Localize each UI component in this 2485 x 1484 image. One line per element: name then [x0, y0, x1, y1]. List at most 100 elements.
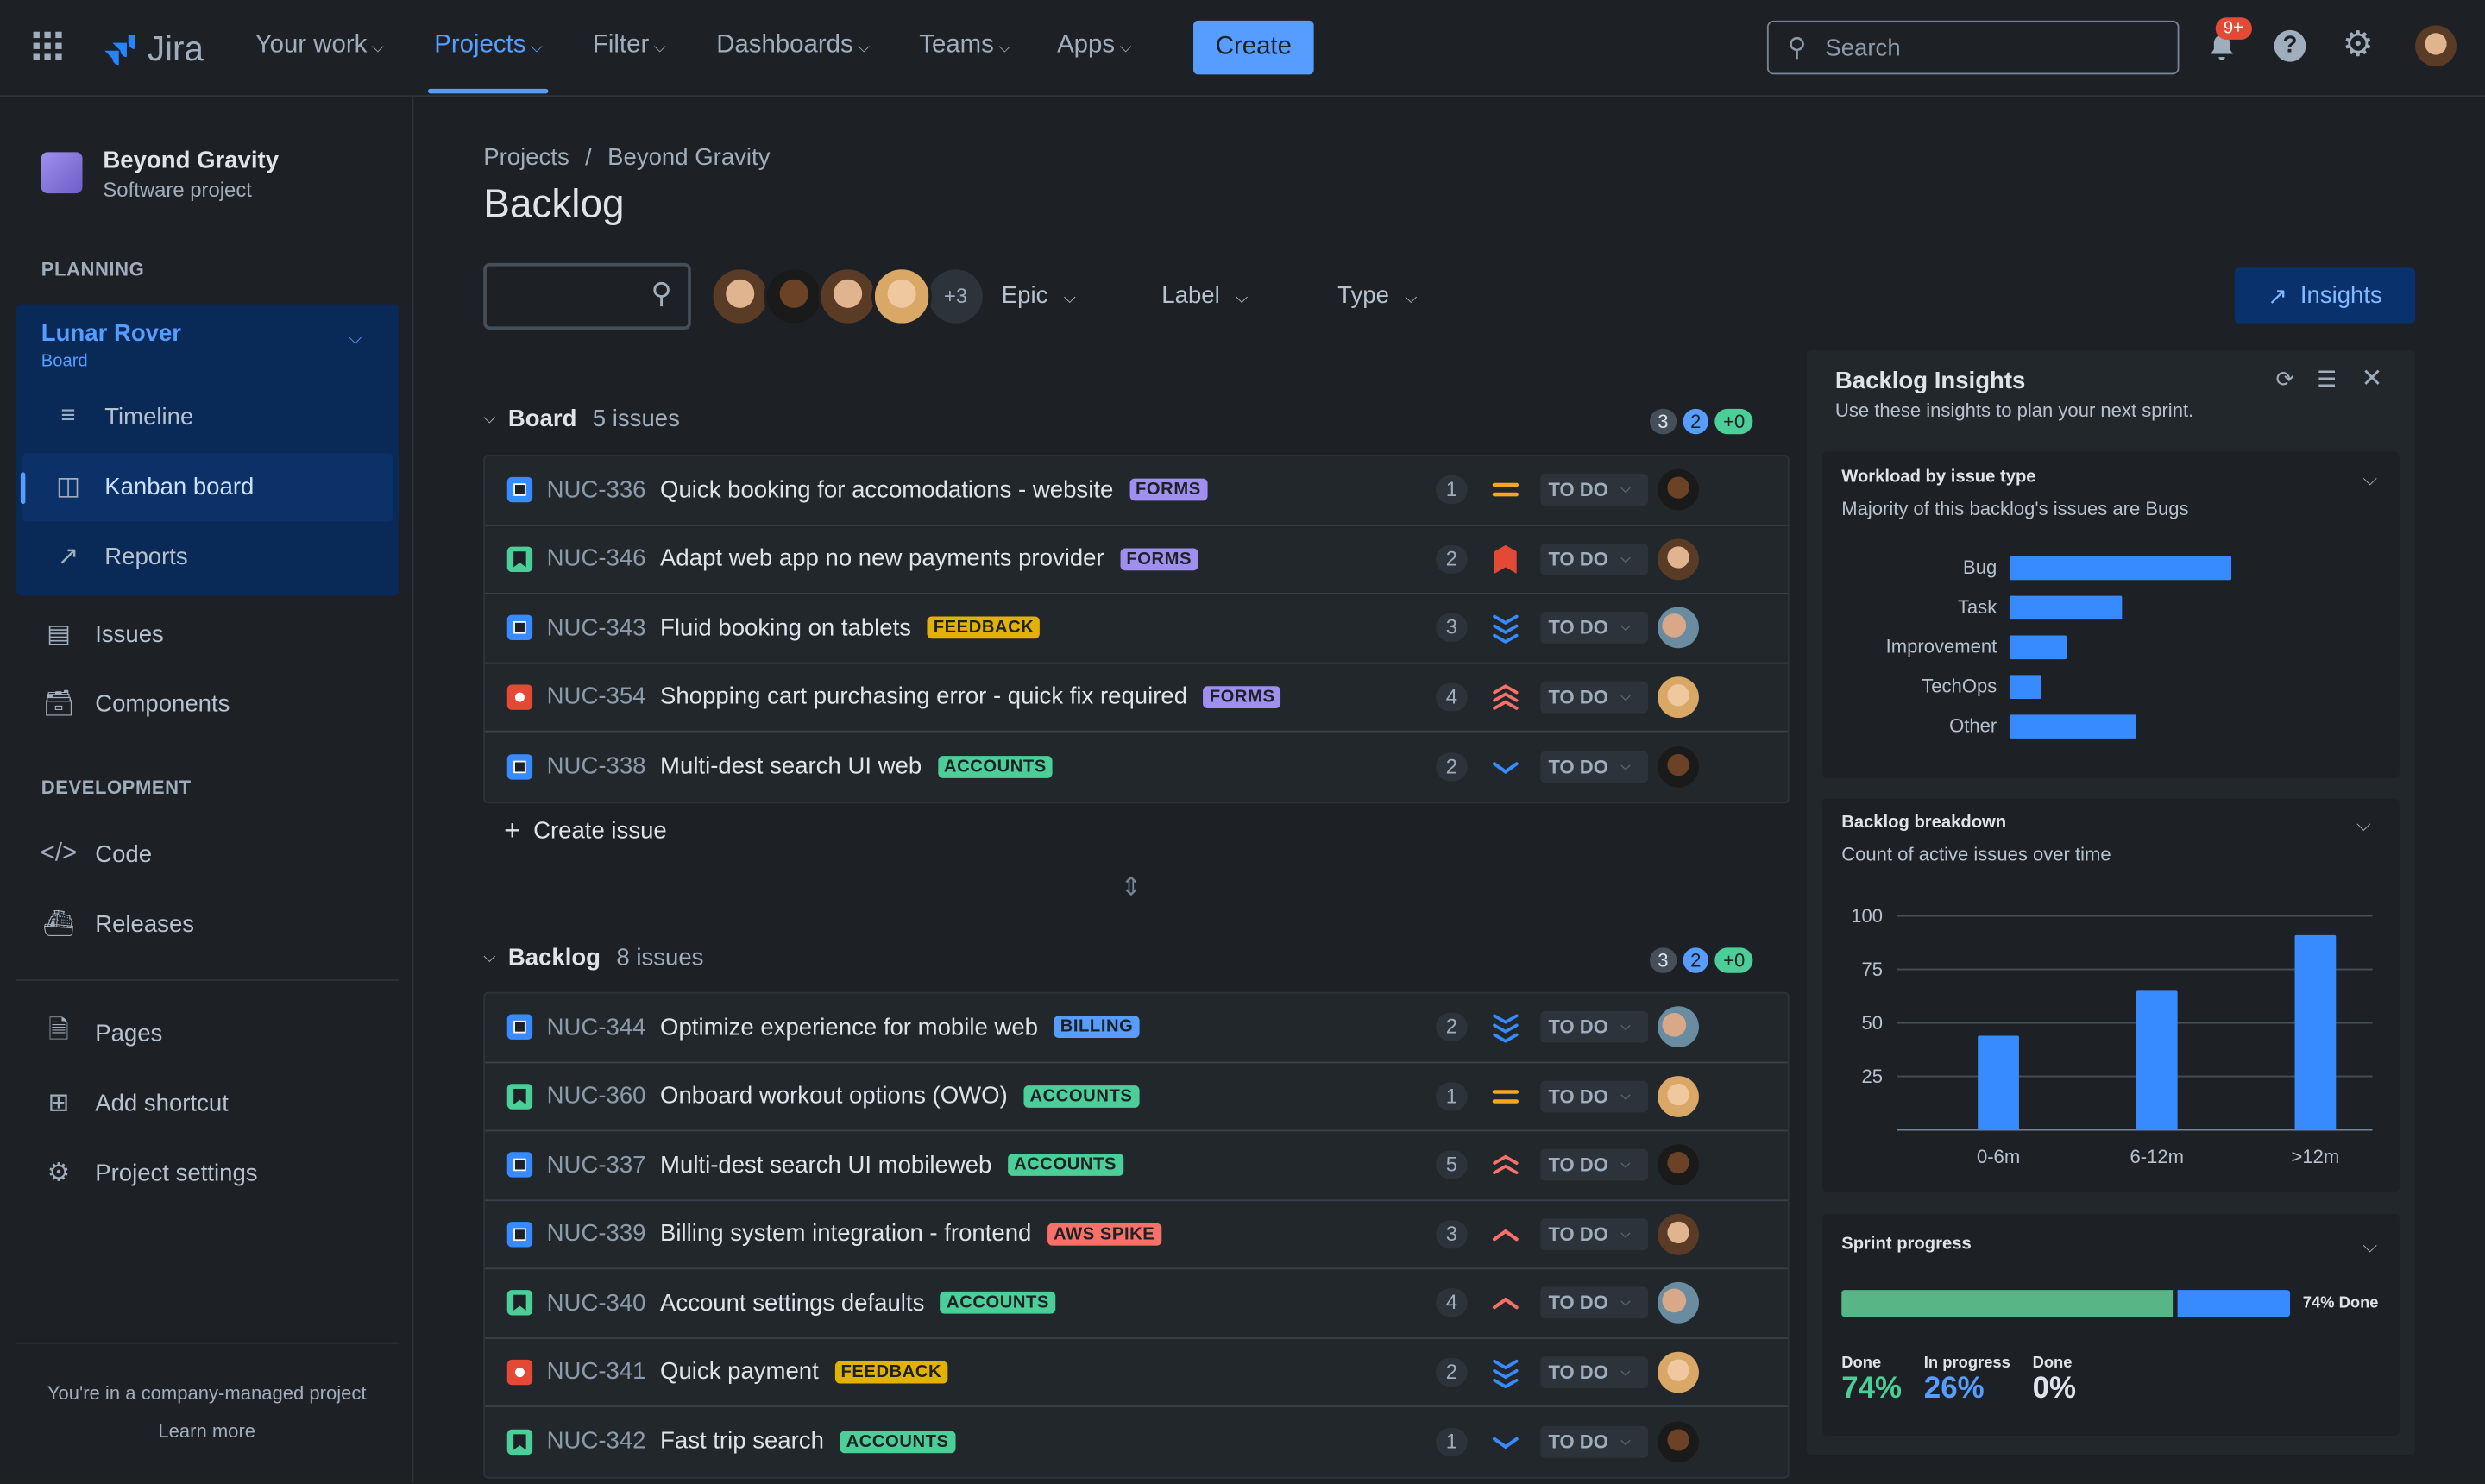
resize-handle-icon[interactable]: ⇕ — [1120, 874, 1142, 902]
issue-label-tag[interactable]: ACCOUNTS — [840, 1431, 955, 1453]
story-points[interactable]: 1 — [1436, 1082, 1468, 1111]
assignee-avatar[interactable] — [1658, 1075, 1699, 1117]
assignee-avatar[interactable] — [1658, 676, 1699, 718]
issue-title[interactable]: Adapt web app no new payments provider — [660, 545, 1104, 573]
assignee-avatar[interactable] — [1658, 1213, 1699, 1255]
issue-row[interactable]: NUC-341 Quick payment FEEDBACK 2 TO DO ⌵ — [485, 1338, 1788, 1407]
issue-title[interactable]: Shopping cart purchasing error - quick f… — [660, 683, 1188, 711]
issue-key[interactable]: NUC-339 — [546, 1220, 646, 1248]
story-points[interactable]: 2 — [1436, 1357, 1468, 1387]
status-dropdown[interactable]: TO DO ⌵ — [1540, 681, 1649, 714]
settings-gear-icon[interactable]: ⚙ — [2342, 23, 2374, 64]
issue-title[interactable]: Optimize experience for mobile web — [660, 1014, 1039, 1041]
issue-row[interactable]: NUC-340 Account settings defaults ACCOUN… — [485, 1269, 1788, 1339]
workload-bar-improvement[interactable] — [2009, 635, 2067, 660]
refresh-icon[interactable]: ⟳ — [2275, 366, 2295, 392]
nav-your-work[interactable]: Your work ⌵ — [255, 31, 384, 59]
issue-title[interactable]: Billing system integration - frontend — [660, 1220, 1032, 1248]
issue-key[interactable]: NUC-340 — [546, 1289, 646, 1317]
assignee-avatar[interactable] — [1658, 1144, 1699, 1186]
avatar[interactable] — [709, 266, 771, 327]
story-points[interactable]: 2 — [1436, 751, 1468, 782]
chevron-down-icon[interactable]: ⌵ — [349, 330, 362, 349]
priority-high-icon[interactable] — [1489, 1287, 1521, 1319]
issue-row[interactable]: NUC-337 Multi-dest search UI mobileweb A… — [485, 1131, 1788, 1201]
type-filter[interactable]: Type ⌵ — [1337, 281, 1418, 310]
project-name[interactable]: Beyond Gravity — [103, 147, 280, 175]
insights-button[interactable]: ↗ Insights — [2234, 267, 2416, 324]
issue-row[interactable]: NUC-339 Billing system integration - fro… — [485, 1200, 1788, 1270]
board-name[interactable]: Lunar Rover — [41, 320, 182, 348]
issue-title[interactable]: Onboard workout options (OWO) — [660, 1082, 1008, 1110]
chevron-down-icon[interactable]: ⌵ — [2362, 1234, 2378, 1257]
workload-bar-other[interactable] — [2009, 714, 2136, 739]
story-points[interactable]: 3 — [1436, 1219, 1468, 1248]
assignee-avatar[interactable] — [1658, 1421, 1699, 1462]
create-button[interactable]: Create — [1193, 20, 1314, 75]
assignee-avatar[interactable] — [1658, 469, 1699, 511]
workload-bar-task[interactable] — [2009, 595, 2123, 620]
story-points[interactable]: 3 — [1436, 613, 1468, 643]
story-points[interactable]: 1 — [1436, 1427, 1468, 1456]
status-dropdown[interactable]: TO DO ⌵ — [1540, 1217, 1649, 1250]
issue-label-tag[interactable]: ACCOUNTS — [937, 755, 1054, 778]
avatar[interactable] — [764, 266, 825, 327]
jira-logo[interactable]: Jira — [103, 28, 204, 70]
status-dropdown[interactable]: TO DO ⌵ — [1540, 474, 1649, 506]
more-avatars[interactable]: +3 — [925, 266, 986, 327]
priority-low-icon[interactable] — [1489, 751, 1521, 783]
status-dropdown[interactable]: TO DO ⌵ — [1540, 543, 1649, 575]
sidebar-item-reports[interactable]: ↗ Reports — [51, 538, 188, 573]
story-points[interactable]: 2 — [1436, 1013, 1468, 1042]
label-filter[interactable]: Label ⌵ — [1161, 281, 1249, 310]
settings-sliders-icon[interactable]: ☰ — [2317, 366, 2337, 392]
issue-label-tag[interactable]: ACCOUNTS — [940, 1292, 1056, 1315]
issue-label-tag[interactable]: ACCOUNTS — [1007, 1154, 1123, 1177]
status-dropdown[interactable]: TO DO ⌵ — [1540, 612, 1649, 645]
nav-apps[interactable]: Apps ⌵ — [1057, 31, 1132, 59]
priority-low-icon[interactable] — [1489, 1426, 1521, 1458]
assignee-avatar[interactable] — [1658, 538, 1699, 580]
issue-title[interactable]: Fast trip search — [660, 1428, 824, 1456]
story-points[interactable]: 2 — [1436, 544, 1468, 574]
avatar[interactable] — [871, 266, 932, 327]
sidebar-item-code[interactable]: </> Code — [41, 837, 152, 871]
issue-row[interactable]: NUC-354 Shopping cart purchasing error -… — [485, 663, 1788, 733]
chevron-down-icon[interactable]: ⌵ — [2356, 813, 2371, 835]
sidebar-item-kanban-board[interactable]: ◫ Kanban board — [51, 469, 254, 504]
close-icon[interactable]: ✕ — [2361, 366, 2383, 393]
status-dropdown[interactable]: TO DO ⌵ — [1540, 1355, 1649, 1388]
sidebar-item-timeline[interactable]: ≡ Timeline — [51, 399, 193, 434]
issue-row[interactable]: NUC-336 Quick booking for accomodations … — [485, 456, 1788, 525]
issue-label-tag[interactable]: FORMS — [1120, 548, 1198, 570]
nav-dashboards[interactable]: Dashboards ⌵ — [716, 31, 871, 59]
sidebar-item-issues[interactable]: ▤ Issues — [41, 616, 164, 651]
issue-title[interactable]: Quick payment — [660, 1358, 819, 1386]
issue-key[interactable]: NUC-354 — [546, 683, 646, 711]
issue-label-tag[interactable]: BILLING — [1054, 1016, 1140, 1039]
status-dropdown[interactable]: TO DO ⌵ — [1540, 751, 1649, 783]
app-switcher-icon[interactable] — [33, 31, 62, 60]
epic-filter[interactable]: Epic ⌵ — [1001, 281, 1076, 310]
priority-medium-icon[interactable] — [1489, 1080, 1521, 1112]
learn-more-link[interactable]: Learn more — [158, 1419, 256, 1443]
issue-title[interactable]: Quick booking for accomodations - websit… — [660, 476, 1114, 504]
sidebar-item-components[interactable]: 🗃 Components — [41, 686, 230, 720]
help-icon[interactable]: ? — [2274, 29, 2306, 62]
issue-key[interactable]: NUC-336 — [546, 476, 646, 504]
priority-blocker-icon[interactable] — [1489, 544, 1521, 575]
priority-lowest-icon[interactable] — [1489, 1011, 1521, 1044]
issue-row[interactable]: NUC-344 Optimize experience for mobile w… — [485, 994, 1788, 1063]
status-dropdown[interactable]: TO DO ⌵ — [1540, 1080, 1649, 1112]
priority-lowest-icon[interactable] — [1489, 1356, 1521, 1388]
issue-label-tag[interactable]: FEEDBACK — [927, 616, 1041, 639]
search-input[interactable]: ⚲ Search — [1766, 20, 2180, 75]
issue-key[interactable]: NUC-341 — [546, 1358, 646, 1386]
issue-row[interactable]: NUC-346 Adapt web app no new payments pr… — [485, 525, 1788, 594]
nav-filter[interactable]: Filter ⌵ — [592, 31, 666, 59]
issue-key[interactable]: NUC-337 — [546, 1151, 646, 1179]
issue-key[interactable]: NUC-338 — [546, 752, 646, 781]
notifications-bell-icon[interactable] — [2206, 32, 2238, 64]
assignee-avatar[interactable] — [1658, 745, 1699, 788]
story-points[interactable]: 4 — [1436, 682, 1468, 712]
